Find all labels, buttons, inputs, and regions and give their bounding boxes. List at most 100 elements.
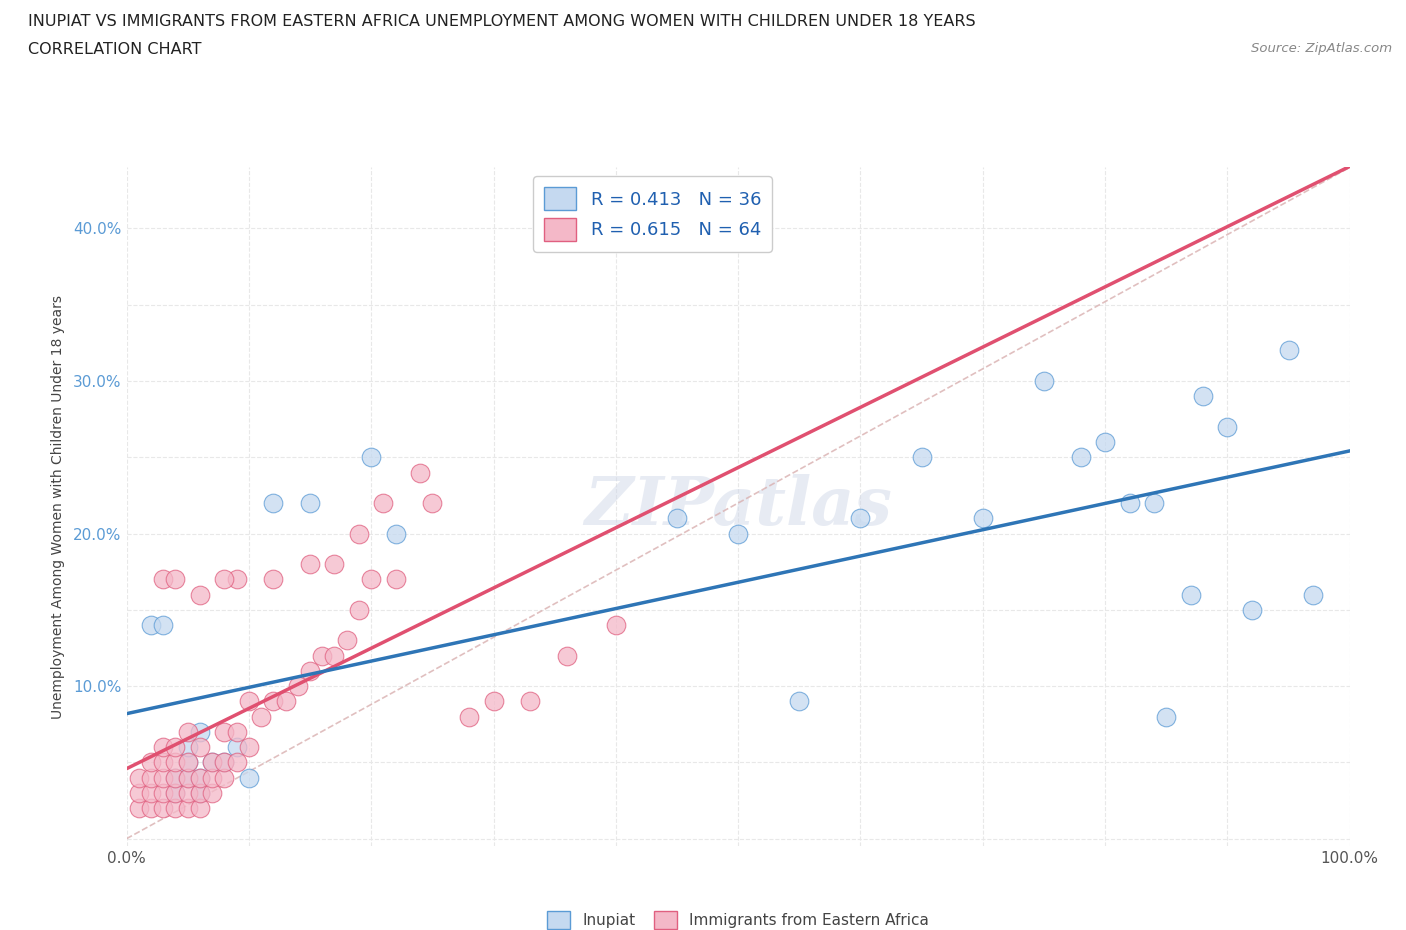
Point	[177, 786, 200, 801]
Point	[384, 572, 406, 587]
Point	[347, 526, 370, 541]
Point	[299, 496, 322, 511]
Point	[177, 755, 200, 770]
Point	[262, 572, 284, 587]
Point	[152, 770, 174, 785]
Point	[152, 739, 174, 754]
Point	[519, 694, 541, 709]
Point	[409, 465, 432, 480]
Point	[299, 663, 322, 678]
Point	[238, 770, 260, 785]
Point	[1143, 496, 1166, 511]
Point	[152, 618, 174, 632]
Point	[555, 648, 578, 663]
Point	[165, 572, 187, 587]
Point	[727, 526, 749, 541]
Point	[139, 770, 162, 785]
Point	[152, 786, 174, 801]
Point	[214, 572, 236, 587]
Point	[250, 710, 273, 724]
Point	[177, 739, 200, 754]
Point	[214, 755, 236, 770]
Point	[1118, 496, 1140, 511]
Point	[201, 755, 224, 770]
Point	[139, 786, 162, 801]
Point	[139, 801, 162, 816]
Point	[1094, 434, 1116, 449]
Point	[238, 739, 260, 754]
Point	[165, 770, 187, 785]
Point	[274, 694, 297, 709]
Point	[336, 633, 359, 648]
Point	[177, 724, 200, 739]
Point	[1156, 710, 1178, 724]
Point	[128, 770, 150, 785]
Point	[225, 724, 247, 739]
Point	[188, 786, 211, 801]
Point	[165, 770, 187, 785]
Point	[666, 511, 689, 525]
Text: INUPIAT VS IMMIGRANTS FROM EASTERN AFRICA UNEMPLOYMENT AMONG WOMEN WITH CHILDREN: INUPIAT VS IMMIGRANTS FROM EASTERN AFRIC…	[28, 14, 976, 29]
Point	[188, 786, 211, 801]
Point	[225, 572, 247, 587]
Point	[165, 801, 187, 816]
Point	[165, 786, 187, 801]
Point	[323, 557, 346, 572]
Point	[422, 496, 444, 511]
Point	[214, 770, 236, 785]
Point	[188, 801, 211, 816]
Point	[177, 770, 200, 785]
Point	[458, 710, 481, 724]
Point	[177, 801, 200, 816]
Point	[177, 755, 200, 770]
Point	[287, 679, 309, 694]
Point	[188, 770, 211, 785]
Point	[1180, 587, 1202, 602]
Point	[214, 755, 236, 770]
Point	[201, 755, 224, 770]
Point	[225, 755, 247, 770]
Point	[1240, 603, 1263, 618]
Text: ZIPatlas: ZIPatlas	[585, 474, 891, 539]
Point	[347, 603, 370, 618]
Point	[188, 739, 211, 754]
Point	[1032, 374, 1054, 389]
Point	[139, 755, 162, 770]
Point	[188, 724, 211, 739]
Point	[128, 801, 150, 816]
Point	[188, 587, 211, 602]
Point	[1277, 343, 1299, 358]
Text: CORRELATION CHART: CORRELATION CHART	[28, 42, 201, 57]
Point	[188, 770, 211, 785]
Point	[152, 801, 174, 816]
Point	[849, 511, 872, 525]
Point	[225, 739, 247, 754]
Point	[1216, 419, 1239, 434]
Point	[201, 786, 224, 801]
Text: Source: ZipAtlas.com: Source: ZipAtlas.com	[1251, 42, 1392, 55]
Point	[299, 557, 322, 572]
Point	[1302, 587, 1324, 602]
Point	[165, 755, 187, 770]
Point	[152, 572, 174, 587]
Point	[1192, 389, 1215, 404]
Point	[238, 694, 260, 709]
Point	[139, 618, 162, 632]
Point	[360, 450, 382, 465]
Point	[384, 526, 406, 541]
Point	[605, 618, 627, 632]
Point	[323, 648, 346, 663]
Point	[787, 694, 810, 709]
Point	[482, 694, 505, 709]
Point	[128, 786, 150, 801]
Point	[177, 770, 200, 785]
Point	[373, 496, 395, 511]
Point	[1070, 450, 1092, 465]
Point	[201, 770, 224, 785]
Point	[262, 694, 284, 709]
Point	[214, 724, 236, 739]
Point	[972, 511, 994, 525]
Point	[165, 739, 187, 754]
Point	[311, 648, 333, 663]
Y-axis label: Unemployment Among Women with Children Under 18 years: Unemployment Among Women with Children U…	[51, 295, 65, 719]
